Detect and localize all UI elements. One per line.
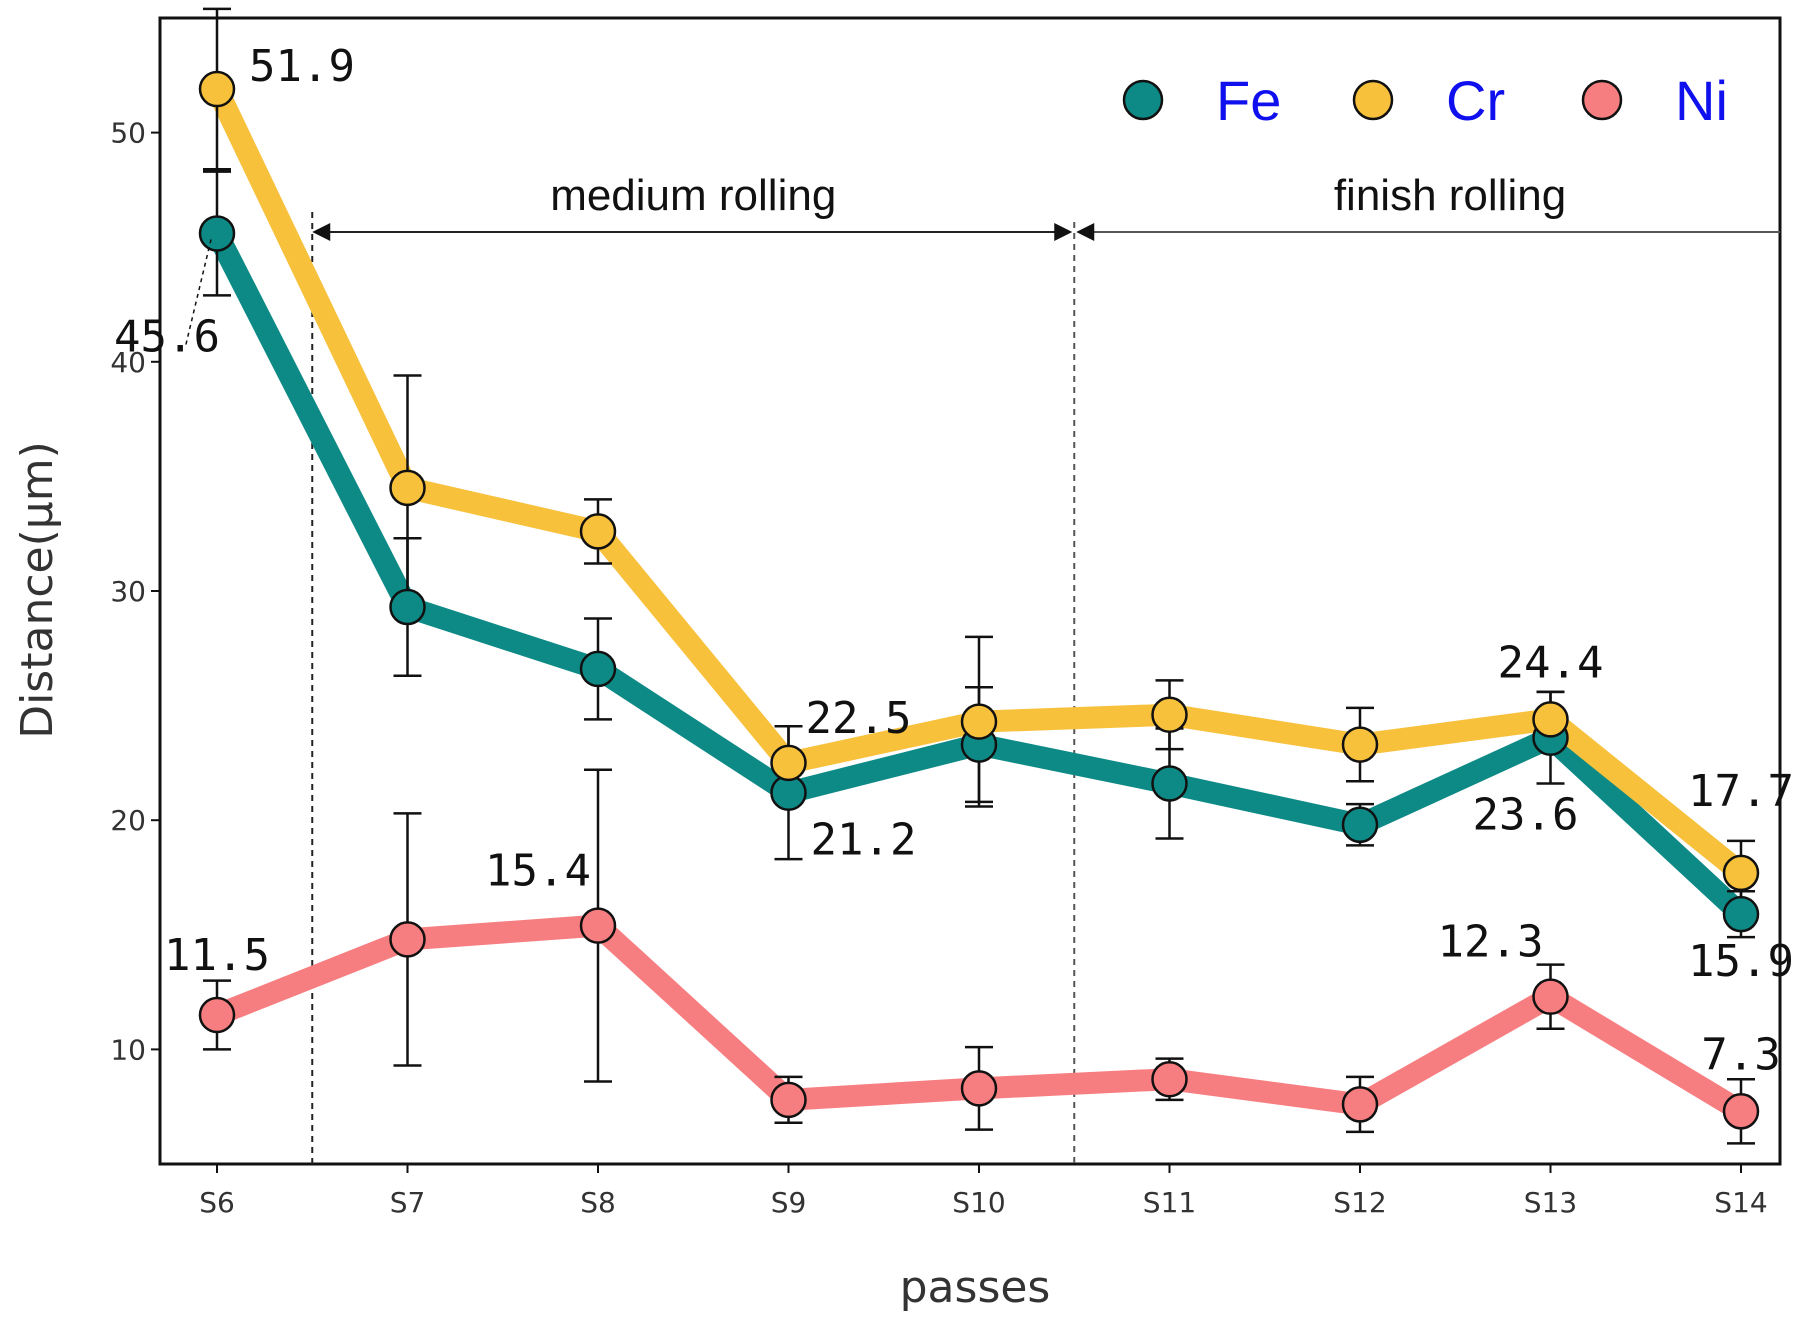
data-point-ni — [1341, 1086, 1379, 1123]
data-label-cr-s13: 24.4 — [1498, 637, 1604, 688]
y-tick-label-20: 20 — [110, 804, 146, 837]
legend-label-fe: Fe — [1216, 69, 1281, 132]
data-label-ni-s14: 7.3 — [1701, 1029, 1780, 1080]
data-label-ni-s6: 11.5 — [164, 930, 270, 981]
data-point-ni — [198, 996, 236, 1034]
data-point-cr — [1722, 854, 1760, 892]
data-label-ni-s13: 12.3 — [1438, 917, 1544, 968]
data-point-ni — [1151, 1060, 1188, 1098]
data-label-cr-s6: 51.9 — [249, 41, 355, 92]
legend-marker-fe — [1122, 79, 1164, 121]
x-tick-label-S10: S10 — [952, 1186, 1005, 1219]
legend-label-ni: Ni — [1675, 69, 1728, 132]
data-point-cr — [1532, 701, 1569, 738]
legend-marker-cr — [1352, 79, 1394, 121]
y-tick-label-40: 40 — [110, 346, 146, 379]
data-point-ni — [389, 921, 426, 958]
x-tick-label-S12: S12 — [1333, 1186, 1386, 1219]
data-point-ni — [1722, 1093, 1760, 1130]
x-tick-label-S14: S14 — [1714, 1186, 1767, 1219]
y-tick-label-10: 10 — [110, 1033, 146, 1066]
data-point-ni — [579, 907, 617, 944]
data-point-cr — [389, 469, 426, 507]
stage-label-finish: finish rolling — [1334, 171, 1566, 220]
x-tick-label-S6: S6 — [199, 1186, 235, 1219]
data-point-fe — [1151, 765, 1188, 802]
data-label-fe-s9: 21.2 — [811, 815, 917, 866]
x-tick-label-S8: S8 — [580, 1186, 616, 1219]
data-point-cr — [1341, 726, 1379, 763]
data-point-ni — [960, 1070, 998, 1107]
data-label-ni-s8: 15.4 — [485, 846, 591, 897]
data-point-cr — [960, 703, 998, 740]
x-tick-label-S11: S11 — [1143, 1186, 1196, 1219]
data-point-cr — [198, 70, 236, 108]
data-label-cr-s14: 17.7 — [1688, 766, 1794, 817]
label-leader-line — [184, 239, 212, 349]
data-point-fe — [389, 588, 426, 626]
data-point-fe — [579, 650, 617, 688]
legend-marker-ni — [1581, 79, 1623, 121]
arrowhead-left-icon — [312, 223, 331, 241]
y-tick-label-30: 30 — [110, 575, 146, 608]
data-point-fe — [198, 215, 236, 252]
legend-label-cr: Cr — [1446, 69, 1505, 132]
arrowhead-right-icon — [1054, 223, 1073, 241]
data-point-fe — [1722, 895, 1760, 933]
data-point-ni — [1532, 978, 1569, 1015]
data-point-cr — [770, 744, 807, 782]
data-point-cr — [1151, 696, 1188, 734]
x-tick-label-S13: S13 — [1524, 1186, 1577, 1219]
arrowhead-left-icon — [1076, 223, 1095, 241]
data-label-cr-s9: 22.5 — [806, 693, 912, 744]
data-point-ni — [770, 1081, 807, 1119]
y-axis-title: Distance(μm) — [12, 441, 63, 739]
data-label-fe-s14: 15.9 — [1688, 936, 1794, 987]
data-point-cr — [579, 513, 617, 550]
data-label-fe-s13: 23.6 — [1473, 790, 1579, 841]
data-label-fe-s6: 45.6 — [114, 311, 220, 362]
x-tick-label-S9: S9 — [771, 1186, 807, 1219]
x-tick-label-S7: S7 — [390, 1186, 426, 1219]
x-axis-title: passes — [900, 1262, 1051, 1313]
y-tick-label-50: 50 — [110, 117, 146, 150]
stage-label-medium: medium rolling — [550, 171, 836, 220]
data-point-fe — [1341, 806, 1379, 844]
